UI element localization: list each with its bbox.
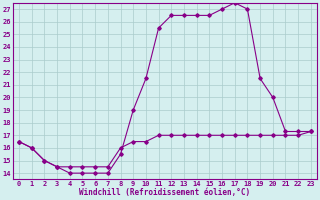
X-axis label: Windchill (Refroidissement éolien,°C): Windchill (Refroidissement éolien,°C): [79, 188, 251, 197]
